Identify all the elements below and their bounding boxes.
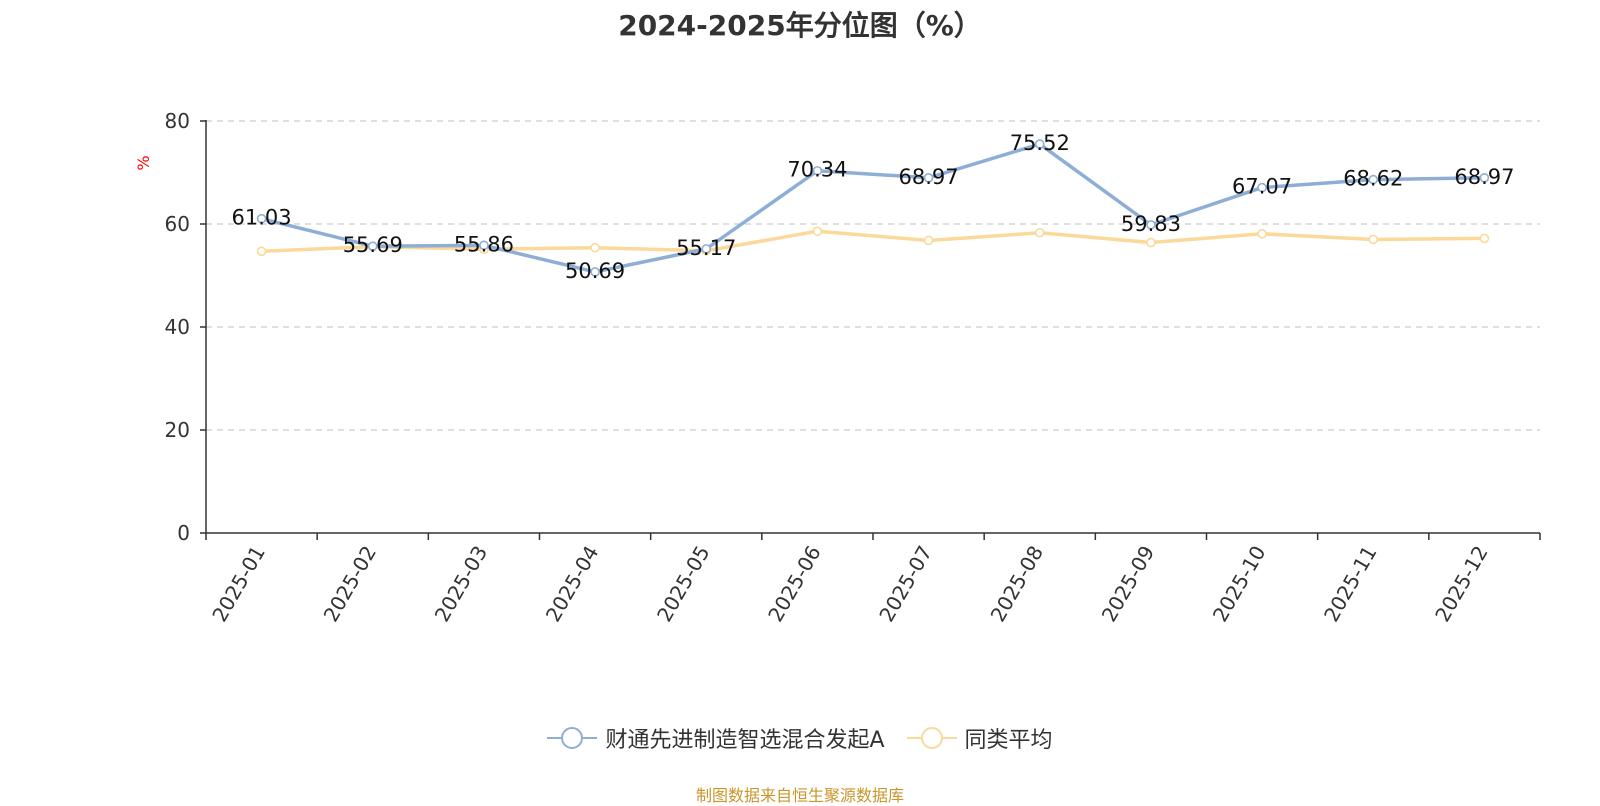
x-tick-label: 2025-10 [1208, 542, 1271, 626]
data-point-0[interactable] [812, 165, 823, 176]
data-label: 55.69 [343, 233, 403, 257]
data-point-0[interactable] [1479, 173, 1490, 183]
data-labels: 61.03 55.69 55.86 50.69 55.17 70.34 68.97 75.52… [232, 131, 1515, 283]
source-footer: 制图数据来自恒生聚源数据库 [695, 786, 904, 805]
legend: 财通先进制造智选混合发起A 同类平均 [0, 722, 1600, 754]
data-label: 55.86 [454, 232, 514, 256]
chart-title: 2024-2025年分位图（%） [618, 9, 982, 42]
data-point-1[interactable] [923, 235, 934, 246]
data-label: 70.34 [787, 158, 847, 182]
legend-item-average[interactable]: 同类平均 [906, 722, 1053, 754]
data-label: 50.69 [565, 259, 625, 283]
data-point-0[interactable] [923, 173, 934, 183]
data-point-0[interactable] [701, 244, 712, 254]
series-line-1 [261, 229, 1485, 254]
series-lines [256, 139, 1490, 277]
x-tick-label: 2025-12 [1430, 542, 1493, 626]
data-label: 68.62 [1343, 167, 1403, 191]
data-label: 61.03 [232, 206, 292, 230]
data-point-1[interactable] [1479, 233, 1490, 244]
data-label: 59.83 [1121, 212, 1181, 236]
data-point-0[interactable] [1146, 220, 1156, 230]
legend-item-fund[interactable]: 财通先进制造智选混合发起A [547, 722, 885, 754]
x-tick-label: 2025-08 [986, 542, 1049, 626]
y-tick-label: 60 [165, 212, 190, 236]
data-point-1[interactable] [812, 226, 823, 237]
y-tick-label: 0 [177, 521, 190, 545]
y-tick-label: 40 [165, 315, 190, 339]
data-label: 55.17 [676, 236, 736, 260]
data-point-0[interactable] [1257, 182, 1267, 193]
data-point-0[interactable] [479, 240, 489, 251]
data-point-0[interactable] [367, 241, 378, 251]
data-point-1[interactable] [1034, 227, 1045, 238]
data-label: 75.52 [1010, 131, 1070, 155]
legend-marker-average [906, 727, 957, 749]
x-tick-label: 2025-02 [319, 542, 382, 626]
data-label: 68.97 [1454, 165, 1514, 189]
x-tick-label: 2025-11 [1319, 542, 1382, 626]
series-line-0 [261, 142, 1485, 274]
data-point-0[interactable] [256, 213, 267, 224]
axes: 0 20 40 60 80% 2025-01 2025-02 2025-03 2025-04 20… [134, 109, 1541, 626]
data-point-1[interactable] [1368, 234, 1379, 245]
data-point-1[interactable] [256, 246, 267, 257]
data-point-1[interactable] [1257, 228, 1267, 239]
y-tick-label: 20 [165, 418, 190, 442]
legend-label-fund: 财通先进制造智选混合发起A [605, 728, 885, 753]
data-point-1[interactable] [1146, 237, 1156, 248]
data-point-0[interactable] [1368, 174, 1379, 185]
data-label: 67.07 [1232, 175, 1292, 199]
data-point-0[interactable] [590, 267, 600, 277]
y-axis-label: % [134, 155, 153, 170]
x-tick-label: 2025-03 [430, 542, 493, 626]
legend-marker-fund [547, 727, 598, 749]
x-tick-label: 2025-05 [652, 542, 715, 626]
x-tick-label: 2025-04 [541, 542, 604, 626]
legend-label-average: 同类平均 [964, 728, 1053, 753]
grid-lines [206, 120, 1540, 431]
x-tick-label: 2025-06 [763, 542, 826, 626]
data-point-0[interactable] [1034, 139, 1045, 149]
data-point-1[interactable] [590, 242, 600, 253]
y-tick-label: 80 [165, 109, 190, 133]
x-tick-label: 2025-09 [1097, 542, 1160, 626]
data-label: 68.97 [899, 165, 959, 189]
x-tick-label: 2025-01 [207, 542, 270, 626]
x-tick-label: 2025-07 [874, 542, 937, 626]
